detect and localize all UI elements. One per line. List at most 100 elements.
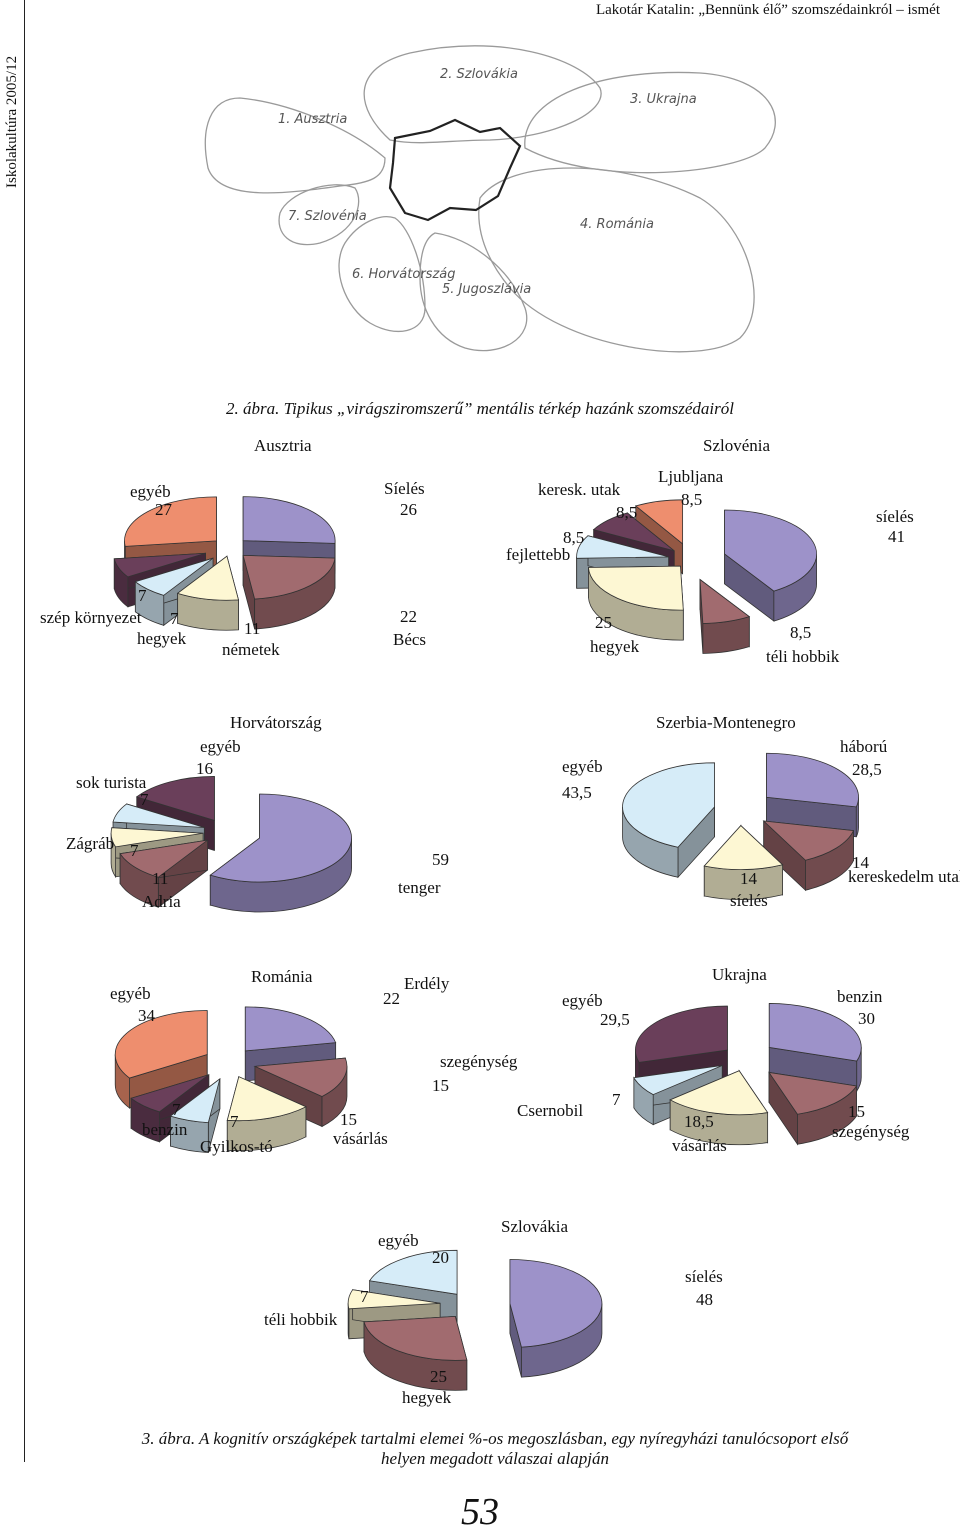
slice-value: 8,5 xyxy=(681,490,702,509)
slice-value: 18,5 xyxy=(684,1112,714,1131)
map-label-austria: 1. Ausztria xyxy=(278,112,347,127)
slice-label: síelés xyxy=(730,891,768,910)
slice-value: 7 xyxy=(360,1287,369,1306)
slice-label: Erdély xyxy=(404,974,450,993)
figure-2-caption: 2. ábra. Tipikus „virágsziromszerű” ment… xyxy=(226,399,734,418)
pie-slice xyxy=(134,557,214,627)
pie-chart-7: Szlovákia síelés 48 hegyek 25 téli hobbik 7 egy… xyxy=(264,1217,723,1407)
slice-label: vásárlás xyxy=(672,1136,727,1155)
slice-label: egyéb xyxy=(378,1231,419,1250)
slice-label: fejlettebb xyxy=(506,545,570,564)
pie-slice xyxy=(724,509,817,622)
slice-label: Gyilkos-tó xyxy=(200,1137,273,1156)
pie-title: Szlovákia xyxy=(501,1217,568,1236)
slice-label: Ljubljana xyxy=(658,467,724,486)
slice-value: 30 xyxy=(858,1009,875,1028)
slice-value: 8,5 xyxy=(790,623,811,642)
slice-label: Bécs xyxy=(393,630,426,649)
map-label-romania: 4. Románia xyxy=(580,217,654,232)
slice-label: németek xyxy=(222,640,280,659)
slice-value: 7 xyxy=(612,1090,621,1109)
croatia-petal xyxy=(338,216,426,333)
slice-label: szegénység xyxy=(832,1122,910,1141)
slice-label: benzin xyxy=(837,987,883,1006)
slice-label: Zágráb xyxy=(66,834,114,853)
slice-value: 7 xyxy=(140,790,149,809)
pie-title: Ukrajna xyxy=(712,965,767,984)
page-number: 53 xyxy=(461,1491,499,1533)
pie-slice xyxy=(169,1077,221,1154)
slice-value: 28,5 xyxy=(852,760,882,779)
slice-label: Síelés xyxy=(384,479,425,498)
slice-label: tenger xyxy=(398,878,441,897)
austria-petal xyxy=(204,97,386,194)
slice-value: 7 xyxy=(230,1112,239,1131)
yugoslavia-petal xyxy=(419,232,528,352)
pie-title: Ausztria xyxy=(254,436,312,455)
hungary-outline xyxy=(388,118,522,222)
mental-map-sketch: 1. Ausztria 2. Szlovákia 3. Ukrajna 4. R… xyxy=(204,45,776,353)
pie-slice xyxy=(363,1315,468,1391)
pie-slice xyxy=(588,565,684,641)
slice-value: 22 xyxy=(383,989,400,1008)
pie-slice xyxy=(699,578,751,654)
pie-slice xyxy=(703,824,784,900)
slice-label: egyéb xyxy=(110,984,151,1003)
slice-label: egyéb xyxy=(562,757,603,776)
pie-slice xyxy=(669,1069,769,1146)
pie-slice xyxy=(253,1057,348,1128)
slice-value: 7 xyxy=(138,586,147,605)
figure-3-caption-line-1: 3. ábra. A kognitív országképek tartalmi… xyxy=(141,1429,849,1448)
map-label-yugoslavia: 5. Jugoszlávia xyxy=(442,282,531,297)
slice-label: sok turista xyxy=(76,773,147,792)
margin-rule xyxy=(24,0,25,1462)
slice-label: Adria xyxy=(142,892,181,911)
slice-value: 8,5 xyxy=(563,528,584,547)
map-label-croatia: 6. Horvátország xyxy=(352,267,455,282)
slice-label: síelés xyxy=(876,507,914,526)
slice-value: 34 xyxy=(138,1006,156,1025)
slice-value: 22 xyxy=(400,607,417,626)
running-header: Lakotár Katalin: „Bennünk élő” szomszéda… xyxy=(595,2,940,18)
slice-label: hegyek xyxy=(402,1388,452,1407)
slice-label: keresk. utak xyxy=(538,480,621,499)
pie-slice xyxy=(242,554,336,630)
slice-value: 14 xyxy=(740,869,758,888)
figure-3-caption-line-2: helyen megadott válaszai alapján xyxy=(380,1449,610,1468)
slice-value: 15 xyxy=(432,1076,449,1095)
pie-slice xyxy=(762,820,855,892)
slice-label: hegyek xyxy=(590,637,640,656)
slice-label: egyéb xyxy=(200,737,241,756)
slice-value: 11 xyxy=(244,619,260,638)
pie-chart-1: AusztriaSíelés26Bécs22németek11hegyek7sz… xyxy=(40,436,426,659)
pie-slice xyxy=(622,762,715,879)
slice-value: 7 xyxy=(130,841,139,860)
slice-value: 43,5 xyxy=(562,783,592,802)
map-label-slovenia: 7. Szlovénia xyxy=(288,209,367,224)
pie-slice xyxy=(509,1259,603,1378)
pie-slice xyxy=(768,1071,858,1146)
romania-petal xyxy=(478,167,755,353)
slice-value: 27 xyxy=(155,500,173,519)
pie-slice xyxy=(119,839,209,909)
slice-label: háború xyxy=(840,737,888,756)
slice-label: benzin xyxy=(142,1120,188,1139)
slice-label: téli hobbik xyxy=(264,1310,338,1329)
pie-chart-5: Románia Erdély22szegénység15vásárlás15Gyi… xyxy=(110,967,518,1156)
pie-chart-4: Szerbia-Montenegro háború 28,5 kereskedelm … xyxy=(562,713,960,910)
slice-value: 25 xyxy=(595,613,612,632)
pie-slice xyxy=(176,555,239,631)
slice-value: 20 xyxy=(432,1248,449,1267)
slice-value: 7 xyxy=(172,1100,181,1119)
slice-label: Csernobil xyxy=(517,1101,583,1120)
pie-title: Szlovénia xyxy=(703,436,770,455)
slice-label: egyéb xyxy=(130,482,171,501)
slice-value: 26 xyxy=(400,500,417,519)
slice-value: 59 xyxy=(432,850,449,869)
slice-value: 8,5 xyxy=(616,503,637,522)
figure-3-caption: 3. ábra. A kognitív országképek tartalmi… xyxy=(30,1429,960,1469)
pie-slice xyxy=(226,1076,307,1152)
